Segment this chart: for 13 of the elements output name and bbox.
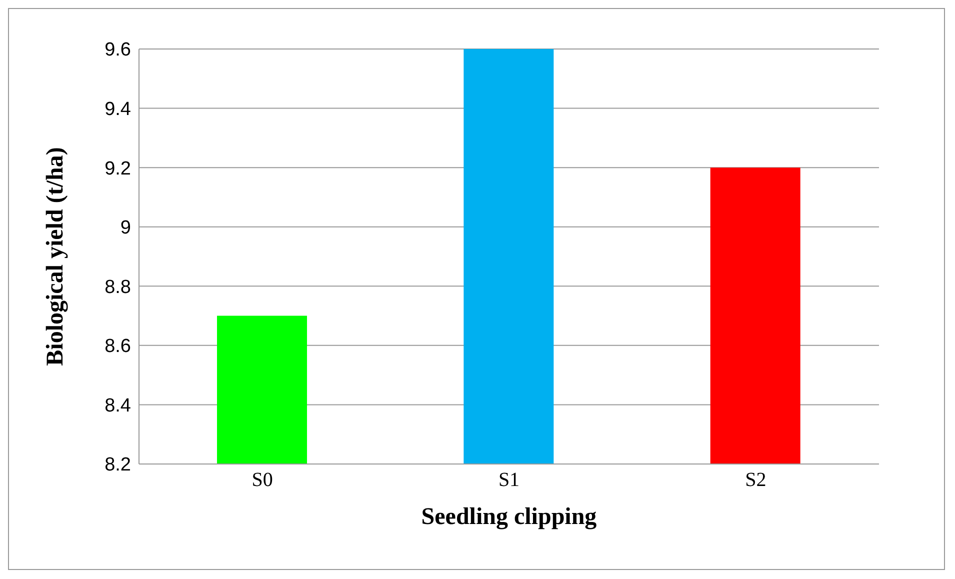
y-axis-title: Biological yield (t/ha)	[42, 147, 69, 366]
y-tick-label: 9.6	[104, 40, 131, 61]
y-tick-label: 9.4	[104, 99, 132, 120]
y-tick-label: 8.8	[104, 276, 131, 298]
y-tick-label: 8.2	[104, 454, 131, 476]
x-tick-label: S2	[745, 469, 766, 492]
x-tick-label: S0	[252, 469, 273, 492]
y-tick-label: 9.2	[104, 158, 131, 180]
y-tick-label: 8.4	[104, 395, 132, 416]
y-tick-label: 9	[120, 218, 131, 239]
x-axis-title: Seedling clipping	[421, 504, 597, 530]
x-tick-label: S1	[498, 469, 520, 492]
y-tick-label: 8.6	[104, 336, 131, 358]
